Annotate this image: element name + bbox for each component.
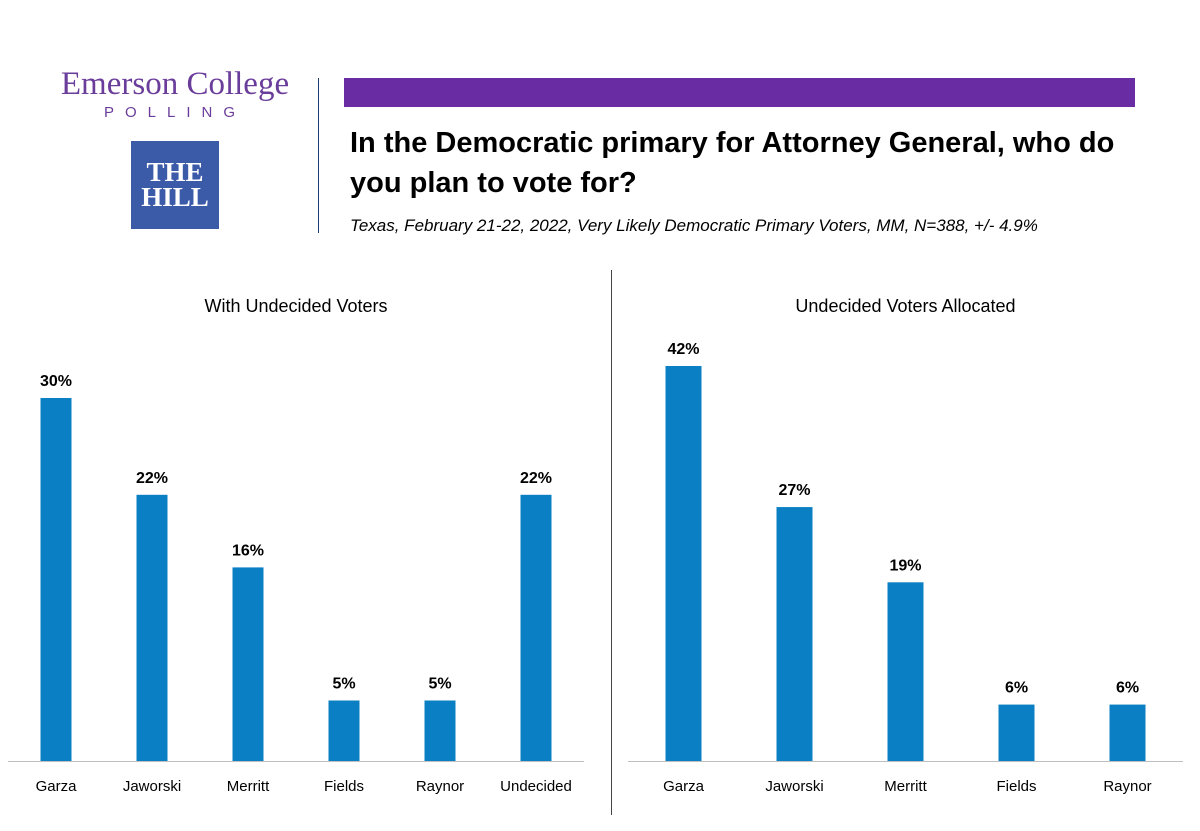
chart-2-category-label: Jaworski <box>765 778 823 795</box>
chart-1-value-label: 16% <box>232 542 264 559</box>
chart-2-value-label: 6% <box>1005 680 1028 697</box>
chart-1-value-label: 5% <box>428 676 451 693</box>
the-hill-logo-line1: THE <box>146 157 204 187</box>
chart-1-category-label: Merritt <box>227 778 270 795</box>
chart-1-bar-merritt <box>232 567 264 761</box>
chart-1-value-label: 22% <box>520 470 552 487</box>
chart-1-bar-raynor <box>424 700 456 761</box>
chart-1-category-label: Raynor <box>416 778 464 795</box>
chart-1-category-label: Garza <box>36 778 78 795</box>
chart-2-category-label: Garza <box>663 778 705 795</box>
chart-1-bar-garza <box>40 398 72 761</box>
chart-1-bar-fields <box>328 700 360 761</box>
emerson-polling-logo-text: POLLING <box>103 104 247 121</box>
chart-2-category-label: Merritt <box>884 778 927 795</box>
chart-2-value-label: 6% <box>1116 680 1139 697</box>
chart-1-bar-undecided <box>520 494 552 761</box>
chart-1-value-label: 30% <box>40 373 72 390</box>
emerson-college-logo-text: Emerson College <box>60 66 290 102</box>
chart-1-category-label: Undecided <box>500 778 572 795</box>
the-hill-logo: THE HILL <box>131 141 219 229</box>
chart-1-category-label: Fields <box>324 778 364 795</box>
chart-2-category-label: Fields <box>996 778 1036 795</box>
chart-1-title: With Undecided Voters <box>204 296 387 316</box>
chart-1-category-label: Jaworski <box>123 778 181 795</box>
the-hill-logo-line2: HILL <box>141 182 209 212</box>
chart-2-category-label: Raynor <box>1103 778 1151 795</box>
chart-2-bar-jaworski <box>776 507 813 761</box>
chart-2-value-label: 42% <box>667 341 699 358</box>
chart-2-bar-raynor <box>1109 704 1146 761</box>
chart-1-bar-jaworski <box>136 494 168 761</box>
chart-main-title: In the Democratic primary for Attorney G… <box>350 127 1115 199</box>
chart-2-bar-fields <box>998 704 1035 761</box>
chart-2-value-label: 19% <box>889 557 921 574</box>
chart-2-bar-merritt <box>887 582 924 761</box>
header-divider <box>318 78 319 233</box>
chart-1-value-label: 22% <box>136 470 168 487</box>
chart-2-bar-garza <box>665 366 702 761</box>
chart-subtitle: Texas, February 21-22, 2022, Very Likely… <box>350 216 1038 235</box>
chart-1-value-label: 5% <box>332 676 355 693</box>
charts-container: With Undecided Voters 30% Garza 22% Jaworski… <box>8 296 1183 795</box>
accent-bar <box>344 78 1135 107</box>
chart-2-value-label: 27% <box>778 482 810 499</box>
chart-2-title: Undecided Voters Allocated <box>795 296 1015 316</box>
chart-divider <box>611 270 612 815</box>
